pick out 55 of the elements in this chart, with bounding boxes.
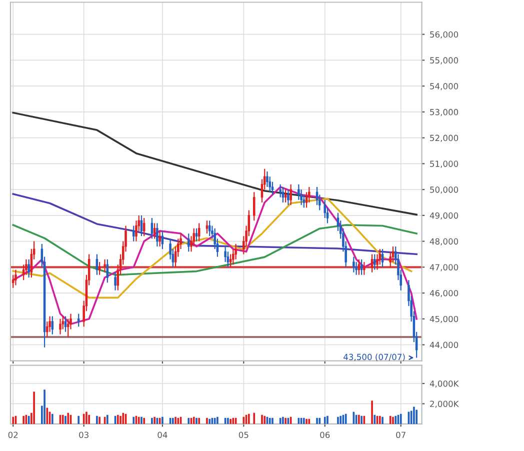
y-tick-label: 45,000	[430, 316, 458, 324]
candlestick	[156, 222, 158, 248]
candlestick	[374, 254, 376, 270]
y-tick-label: 53,000	[430, 108, 458, 116]
candlestick	[287, 188, 290, 206]
candlestick	[96, 254, 98, 276]
candlestick	[192, 228, 196, 248]
candlestick	[142, 217, 146, 237]
candlestick	[352, 256, 355, 273]
x-tick-label: 03	[79, 432, 88, 438]
candlestick	[363, 261, 366, 276]
candlestick	[232, 248, 234, 266]
candlestick	[158, 230, 161, 248]
y-tick-label: 52,000	[430, 134, 458, 142]
candlestick	[140, 214, 143, 237]
candlestick	[104, 258, 106, 273]
candlestick	[153, 222, 156, 240]
candlestick	[370, 254, 374, 273]
candlestick	[224, 246, 226, 263]
candlestick	[360, 258, 363, 276]
y-tick-label: 48,000	[430, 238, 458, 246]
candlestick	[208, 220, 211, 237]
y-tick-label: 46,000	[430, 290, 458, 298]
candlestick	[195, 228, 198, 242]
candlestick	[324, 199, 326, 219]
y-tick-label: 55,000	[430, 57, 458, 64]
y-tick-label: 54,000	[430, 83, 458, 90]
candlestick	[266, 170, 268, 188]
y-tick-label: 4,000K	[430, 380, 459, 388]
x-tick-label: 07	[396, 432, 406, 438]
candlestick	[150, 217, 154, 240]
candlestick	[198, 222, 200, 242]
y-tick-label: 50,000	[430, 186, 458, 194]
x-tick-label: 02	[8, 432, 18, 438]
y-tick-label: 47,000	[430, 264, 458, 272]
candlestick	[290, 184, 292, 206]
y-tick-label: 44,000	[430, 342, 458, 349]
candlestick	[381, 248, 384, 268]
candlestick	[308, 186, 310, 204]
candlestick	[106, 258, 109, 284]
y-tick-label: 2,000K	[430, 400, 459, 408]
y-tick-label: 49,000	[430, 212, 458, 220]
candlestick	[300, 188, 302, 206]
candlestick	[114, 272, 116, 291]
y-tick-label: 51,000	[430, 160, 458, 168]
x-tick-label: 05	[238, 432, 248, 438]
x-tick-label: 04	[158, 432, 168, 438]
candlestick	[188, 232, 190, 252]
y-tick-label: 56,000	[430, 31, 458, 38]
candlestick	[132, 225, 135, 242]
candlestick	[358, 258, 360, 276]
annotation: 43,500 (07/07)	[344, 354, 405, 362]
candlestick	[355, 261, 358, 276]
x-tick-label: 06	[320, 432, 330, 438]
candlestick	[253, 192, 256, 222]
